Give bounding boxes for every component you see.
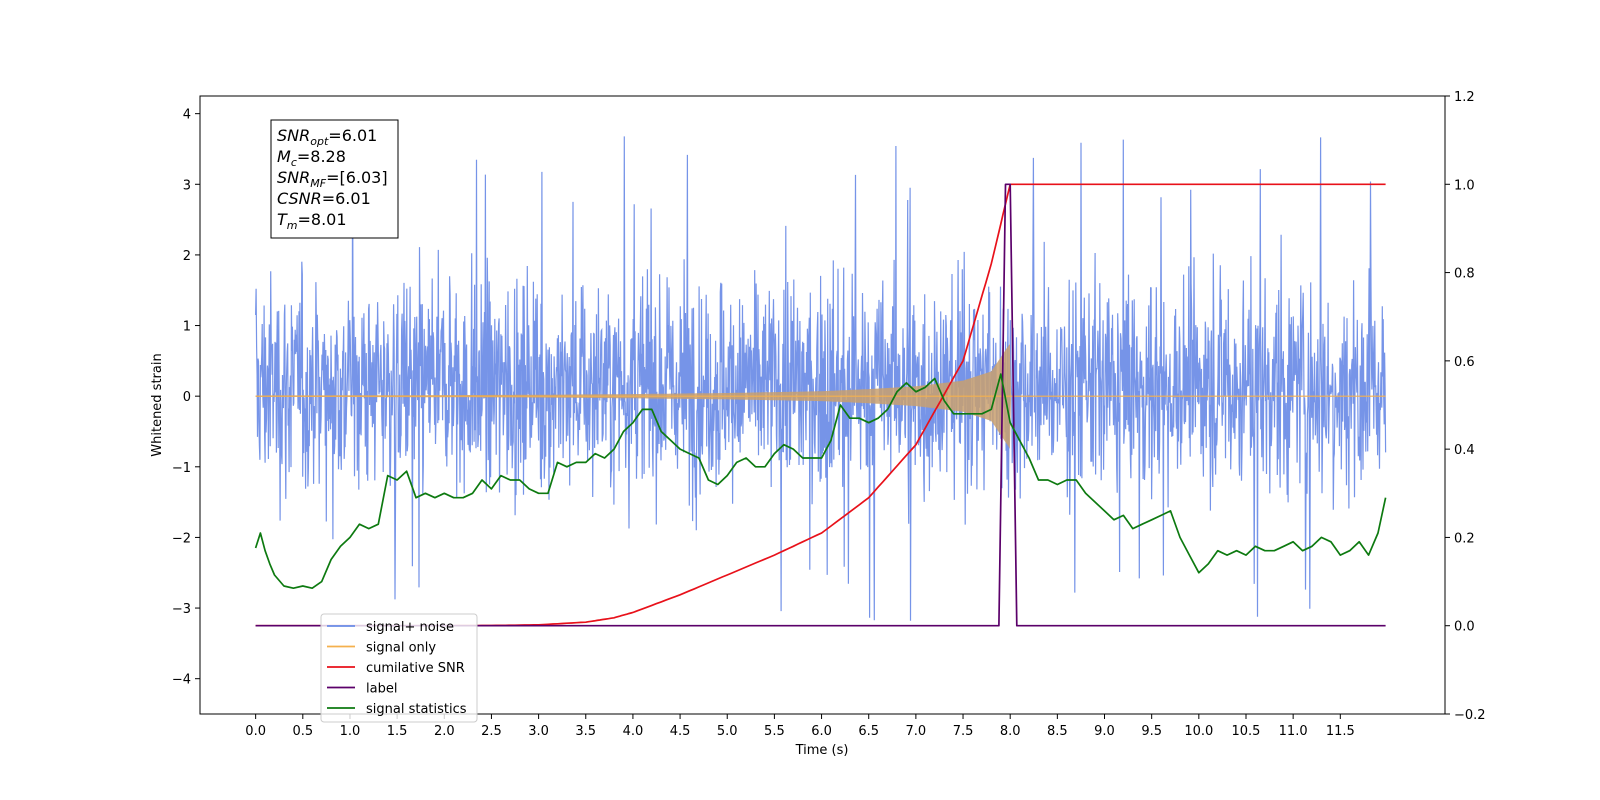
x-tick-label: 10.5 [1232, 724, 1261, 739]
legend-label: signal+ noise [366, 620, 454, 635]
x-tick-label: 8.5 [1047, 724, 1068, 739]
x-tick-label: 2.0 [434, 724, 455, 739]
x-tick-label: 8.0 [1000, 724, 1021, 739]
x-tick-label: 4.0 [623, 724, 644, 739]
x-tick-label: 4.5 [670, 724, 691, 739]
x-tick-label: 7.0 [906, 724, 927, 739]
legend: signal+ noise signal only cumilative SNR la… [320, 613, 478, 723]
y-axis-right: −0.2 0.0 0.2 0.4 0.6 0.8 1.0 1.2 [1445, 90, 1486, 723]
series-signal-noise-line [255, 136, 1387, 621]
y-right-tick-label: 0.0 [1454, 620, 1475, 635]
x-tick-label: 5.0 [717, 724, 738, 739]
info-value: =[6.03] [326, 168, 388, 187]
y-left-tick-label: 3 [183, 178, 191, 193]
legend-label: label [366, 682, 397, 697]
info-box: SNRopt=6.01Mc=8.28SNRMF=[6.03]CSNR=6.01T… [270, 119, 399, 239]
y-right-tick-label: 0.6 [1454, 355, 1475, 370]
info-value: =6.01 [328, 126, 377, 145]
y-axis-left: −4 −3 −2 −1 0 1 2 3 4 [172, 108, 200, 688]
x-tick-label: 11.0 [1279, 724, 1308, 739]
info-subscript: m [287, 219, 298, 232]
x-axis: 0.0 0.5 1.0 1.5 2.0 2.5 3.0 3.5 4.0 4.5 5.0 5.5 6.0 6… [245, 714, 1355, 739]
info-subscript: MF [310, 177, 326, 190]
y-right-tick-label: 1.0 [1454, 178, 1475, 193]
y-right-tick-label: 0.2 [1454, 531, 1475, 546]
x-tick-label: 3.5 [575, 724, 596, 739]
series-label-line [255, 183, 1386, 627]
y-left-tick-label: −1 [172, 461, 191, 476]
plot-frame [199, 95, 1446, 715]
y-left-tick-label: −4 [172, 673, 191, 688]
info-value: =8.28 [297, 147, 346, 166]
info-symbol: M [277, 147, 291, 166]
x-tick-label: 0.5 [292, 724, 313, 739]
x-tick-label: 1.0 [340, 724, 361, 739]
legend-label: signal only [366, 641, 436, 656]
legend-frame [320, 613, 478, 723]
x-tick-label: 2.5 [481, 724, 502, 739]
legend-label: signal statistics [366, 702, 467, 717]
info-line: CSNR=6.01 [277, 189, 371, 208]
y-left-tick-label: −2 [172, 531, 191, 546]
info-line: Mc=8.28 [277, 147, 346, 169]
x-tick-label: 0.0 [245, 724, 266, 739]
y-axis-label: Whitened strain [150, 353, 165, 456]
y-left-tick-label: 2 [183, 249, 191, 264]
y-left-tick-label: 1 [183, 320, 191, 335]
y-left-tick-label: 0 [183, 390, 191, 405]
legend-items: signal+ noise signal only cumilative SNR la… [327, 620, 467, 717]
info-symbol: SNR [277, 126, 310, 145]
info-symbol: T [277, 210, 288, 229]
x-tick-label: 9.5 [1141, 724, 1162, 739]
info-line: SNRMF=[6.03] [277, 168, 388, 190]
y-left-tick-label: 4 [183, 108, 191, 123]
x-tick-label: 6.5 [858, 724, 879, 739]
y-right-tick-label: 1.2 [1454, 90, 1475, 105]
info-lines: SNRopt=6.01Mc=8.28SNRMF=[6.03]CSNR=6.01T… [277, 126, 388, 232]
x-tick-label: 6.0 [811, 724, 832, 739]
y-right-tick-label: −0.2 [1454, 708, 1486, 723]
series-layer [254, 136, 1387, 627]
info-subscript: opt [310, 135, 329, 148]
x-tick-label: 3.0 [528, 724, 549, 739]
y-right-tick-label: 0.8 [1454, 267, 1475, 282]
info-line: SNRopt=6.01 [277, 126, 377, 148]
x-tick-label: 10.0 [1184, 724, 1213, 739]
x-tick-label: 9.0 [1094, 724, 1115, 739]
info-subscript: c [291, 156, 297, 169]
y-right-tick-label: 0.4 [1454, 443, 1475, 458]
y-left-tick-label: −3 [172, 602, 191, 617]
info-value: =6.01 [322, 189, 371, 208]
x-tick-label: 5.5 [764, 724, 785, 739]
x-tick-label: 1.5 [387, 724, 408, 739]
legend-label: cumilative SNR [366, 661, 465, 676]
info-box-frame [270, 119, 399, 239]
series-signal-statistics-line [254, 373, 1387, 590]
info-symbol: CSNR [277, 189, 322, 208]
info-line: Tm=8.01 [277, 210, 347, 232]
info-value: =8.01 [298, 210, 347, 229]
info-symbol: SNR [277, 168, 310, 187]
x-tick-label: 7.5 [953, 724, 974, 739]
x-tick-label: 11.5 [1326, 724, 1355, 739]
x-axis-label: Time (s) [795, 743, 849, 758]
